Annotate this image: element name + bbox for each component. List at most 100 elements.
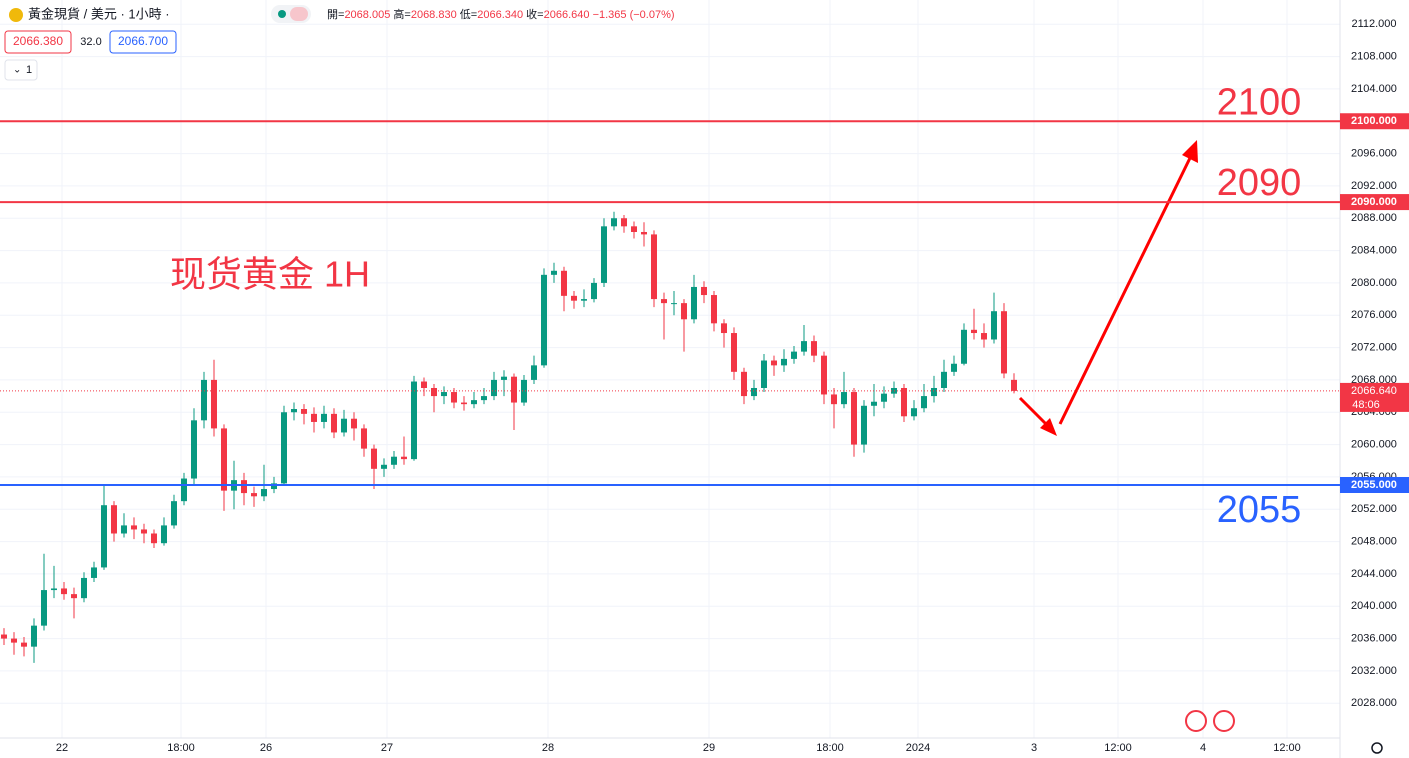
candle-body: [351, 418, 357, 429]
y-tick-label: 2080.000: [1351, 277, 1397, 289]
y-tick-label: 2060.000: [1351, 438, 1397, 450]
candle-body: [1011, 379, 1017, 391]
candle-body: [551, 270, 557, 275]
y-tick-label: 2084.000: [1351, 244, 1397, 256]
ohlc-label: 低=: [460, 8, 477, 21]
candle-body: [311, 413, 317, 422]
candle-body: [571, 295, 577, 301]
candle-body: [451, 392, 457, 403]
level-axis-box: [1340, 194, 1409, 211]
candle-body: [581, 299, 587, 301]
level-axis-label: 2090.000: [1351, 196, 1397, 208]
event-flags[interactable]: [1185, 710, 1235, 732]
candle-body: [591, 282, 597, 300]
candle-body: [271, 483, 277, 490]
candle-body: [731, 333, 737, 372]
candle-body: [391, 456, 397, 465]
candle-body: [191, 420, 197, 479]
grid: [0, 0, 1340, 738]
candle-body: [1, 634, 7, 639]
candle-body: [811, 341, 817, 356]
ohlc-label: 開=: [327, 8, 344, 21]
candle-body: [661, 299, 667, 304]
candle-body: [81, 577, 87, 599]
y-tick-label: 2036.000: [1351, 632, 1397, 644]
x-tick-label: 18:00: [167, 742, 195, 754]
candle-body: [141, 529, 147, 534]
indicator-toggle[interactable]: [4, 59, 38, 81]
candle-body: [831, 394, 837, 405]
level-label: 2100: [1217, 81, 1302, 123]
candle-body: [771, 360, 777, 366]
candle-body: [331, 413, 337, 433]
x-tick-label: 2024: [906, 742, 930, 754]
y-tick-label: 2104.000: [1351, 83, 1397, 95]
candle-body: [441, 392, 447, 397]
sell-button[interactable]: [4, 30, 72, 54]
candle-body: [881, 393, 887, 402]
candle-body: [701, 286, 707, 296]
candle-body: [161, 525, 167, 544]
toggle-icon: ⌄: [13, 65, 21, 76]
ohlc-label: 收=: [526, 7, 543, 21]
sell-price: 2066.380: [13, 34, 63, 48]
y-tick-label: 2040.000: [1351, 600, 1397, 612]
candle-body: [781, 358, 787, 366]
candle-body: [211, 379, 217, 429]
candle-body: [371, 448, 377, 469]
candle-body: [861, 405, 867, 445]
x-tick-label: 22: [56, 742, 68, 754]
candle-body: [31, 625, 37, 647]
candle-body: [341, 418, 347, 433]
candle-body: [641, 231, 647, 235]
candle-body: [821, 355, 827, 395]
candle-body: [841, 392, 847, 405]
candle-body: [411, 381, 417, 460]
settings-icon[interactable]: [1371, 742, 1383, 754]
delayed-icon: [290, 7, 308, 21]
level-axis-box: [1340, 476, 1409, 493]
last-price-label: 2066.640: [1351, 385, 1397, 397]
buy-button[interactable]: [109, 30, 177, 54]
candle-body: [941, 371, 947, 388]
candle-body: [401, 456, 407, 460]
chart-annotation: 现货黄金 1H: [170, 254, 370, 295]
ohlc-value: 2066.340: [477, 9, 523, 21]
x-tick-label: 27: [381, 742, 393, 754]
candle-body: [91, 567, 97, 578]
candle-body: [991, 311, 997, 340]
candles: [1, 211, 1017, 663]
ohlc-value: 2068.005: [344, 9, 390, 21]
candle-body: [761, 360, 767, 388]
candle-body: [681, 303, 687, 320]
candle-body: [51, 588, 57, 591]
candle-body: [361, 428, 367, 449]
candle-body: [121, 525, 127, 534]
candle-body: [111, 505, 117, 534]
candle-body: [511, 376, 517, 403]
candle-body: [21, 642, 27, 647]
y-tick-label: 2028.000: [1351, 697, 1397, 709]
candle-body: [481, 396, 487, 401]
candle-body: [631, 226, 637, 232]
candle-body: [71, 594, 77, 599]
candle-body: [11, 638, 17, 643]
candle-body: [611, 218, 617, 227]
x-tick-label: 12:00: [1104, 742, 1132, 754]
candle-body: [431, 387, 437, 397]
candle-body: [471, 400, 477, 405]
ohlc-legend: 開=2068.005 高=2068.830 低=2066.340 收=2066.…: [327, 7, 675, 21]
candle-body: [221, 428, 227, 491]
candle-body: [561, 270, 567, 296]
symbol-title[interactable]: 黃金現貨 / 美元 · 1小時 ·: [28, 6, 170, 21]
y-tick-label: 2068.000: [1351, 374, 1397, 386]
candle-body: [931, 387, 937, 397]
candle-body: [541, 274, 547, 366]
ohlc-value: 2068.830: [411, 9, 457, 21]
candle-body: [751, 387, 757, 397]
ohlc-change: −1.365 (−0.07%): [593, 9, 675, 21]
x-tick-label: 29: [703, 742, 715, 754]
market-open-dot: [278, 10, 286, 18]
